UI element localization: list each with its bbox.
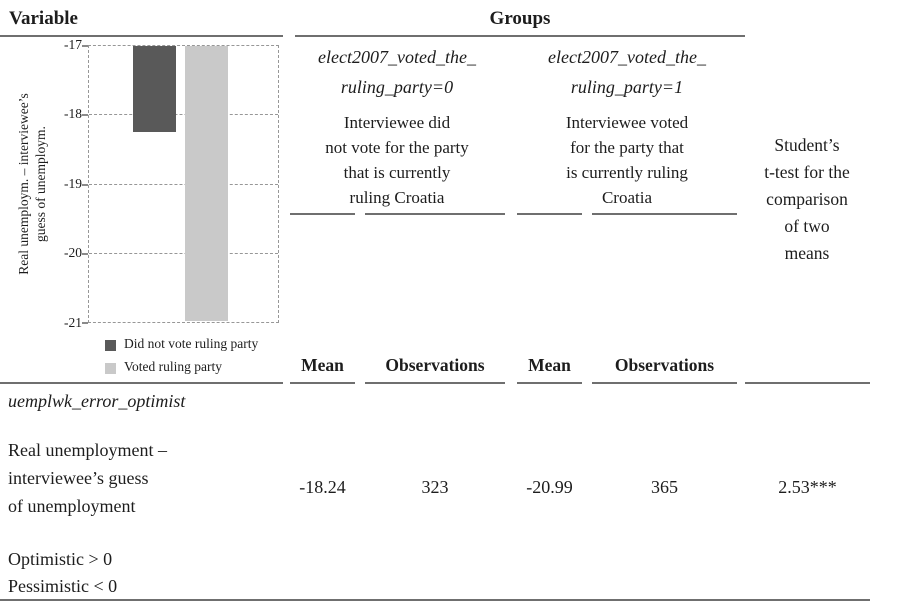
cmidrule-obs2 (592, 213, 737, 215)
ytickmark-neg20 (82, 253, 88, 255)
group2-variable-name: elect2007_voted_the_ ruling_party=1 (527, 42, 727, 102)
value-mean2: -20.99 (526, 477, 573, 497)
ytick-neg20: -20 (64, 245, 82, 260)
value-mean1: -18.24 (299, 477, 346, 497)
cmidrule-mean2 (517, 213, 582, 215)
note-pessimistic: Pessimistic < 0 (8, 576, 118, 596)
table-bottom-rule (0, 599, 870, 601)
colheader-observations2: Observations (614, 355, 715, 375)
colheader-mean2: Mean (528, 355, 571, 375)
groups-header: Groups (489, 8, 551, 29)
ytickmark-neg21 (82, 322, 88, 324)
group1-name-line1: elect2007_voted_the_ (318, 47, 476, 67)
group2-name-line1: elect2007_voted_the_ (548, 47, 706, 67)
group1-variable-name: elect2007_voted_the_ ruling_party=0 (297, 42, 497, 102)
gridline-neg18 (89, 114, 278, 115)
legend-label-did-not-vote: Did not vote ruling party (124, 336, 259, 351)
rule-mean2-col (517, 382, 582, 384)
rule-obs1-col (365, 382, 505, 384)
bar-did-not-vote (133, 46, 176, 132)
value-obs2: 365 (651, 477, 678, 497)
group2-description: Interviewee voted for the party that is … (565, 113, 689, 207)
gridline-neg20 (89, 253, 278, 254)
ytickmark-neg17 (82, 45, 88, 47)
group2-name-line2: ruling_party=1 (570, 77, 684, 97)
row-label: Real unemployment – interviewee’s guess … (8, 440, 167, 516)
gridline-neg19 (89, 183, 278, 185)
legend-label-voted: Voted ruling party (124, 359, 222, 374)
legend-swatch-light (105, 363, 116, 374)
colheader-observations1: Observations (385, 355, 485, 375)
group1-description: Interviewee did not vote for the party t… (325, 113, 469, 207)
value-ttest: 2.53*** (778, 477, 837, 497)
ytick-neg21: -21 (64, 315, 82, 330)
rule-mean1-col (290, 382, 355, 384)
ytick-neg17: -17 (64, 37, 82, 52)
ytickmark-neg19 (82, 184, 88, 186)
row-variable-name: uemplwk_error_optimist (8, 391, 186, 411)
chart-y-axis-label: Real unemploym. – interviewee’s guess of… (16, 93, 48, 275)
ytick-neg19: -19 (64, 176, 82, 191)
bar-chart-plot-area (88, 45, 279, 323)
colheader-mean1: Mean (301, 355, 344, 375)
rule-ttest-col (745, 382, 870, 384)
group1-name-line2: ruling_party=0 (340, 77, 454, 97)
legend-swatch-dark (105, 340, 116, 351)
ytickmark-neg18 (82, 114, 88, 116)
value-obs1: 323 (421, 477, 449, 497)
cmidrule-obs1 (365, 213, 505, 215)
cmidrule-mean1 (290, 213, 355, 215)
groups-header-rule (295, 35, 745, 37)
variable-column-header: Variable (9, 8, 78, 29)
rule-obs2-col (592, 382, 737, 384)
rule-variable-col (0, 382, 283, 384)
ttest-column-header: Student’s t-test for the comparison of t… (764, 135, 850, 263)
note-optimistic: Optimistic > 0 (8, 549, 113, 569)
variable-header-rule (0, 35, 283, 37)
bar-voted (185, 46, 228, 321)
ytick-neg18: -18 (64, 106, 82, 121)
